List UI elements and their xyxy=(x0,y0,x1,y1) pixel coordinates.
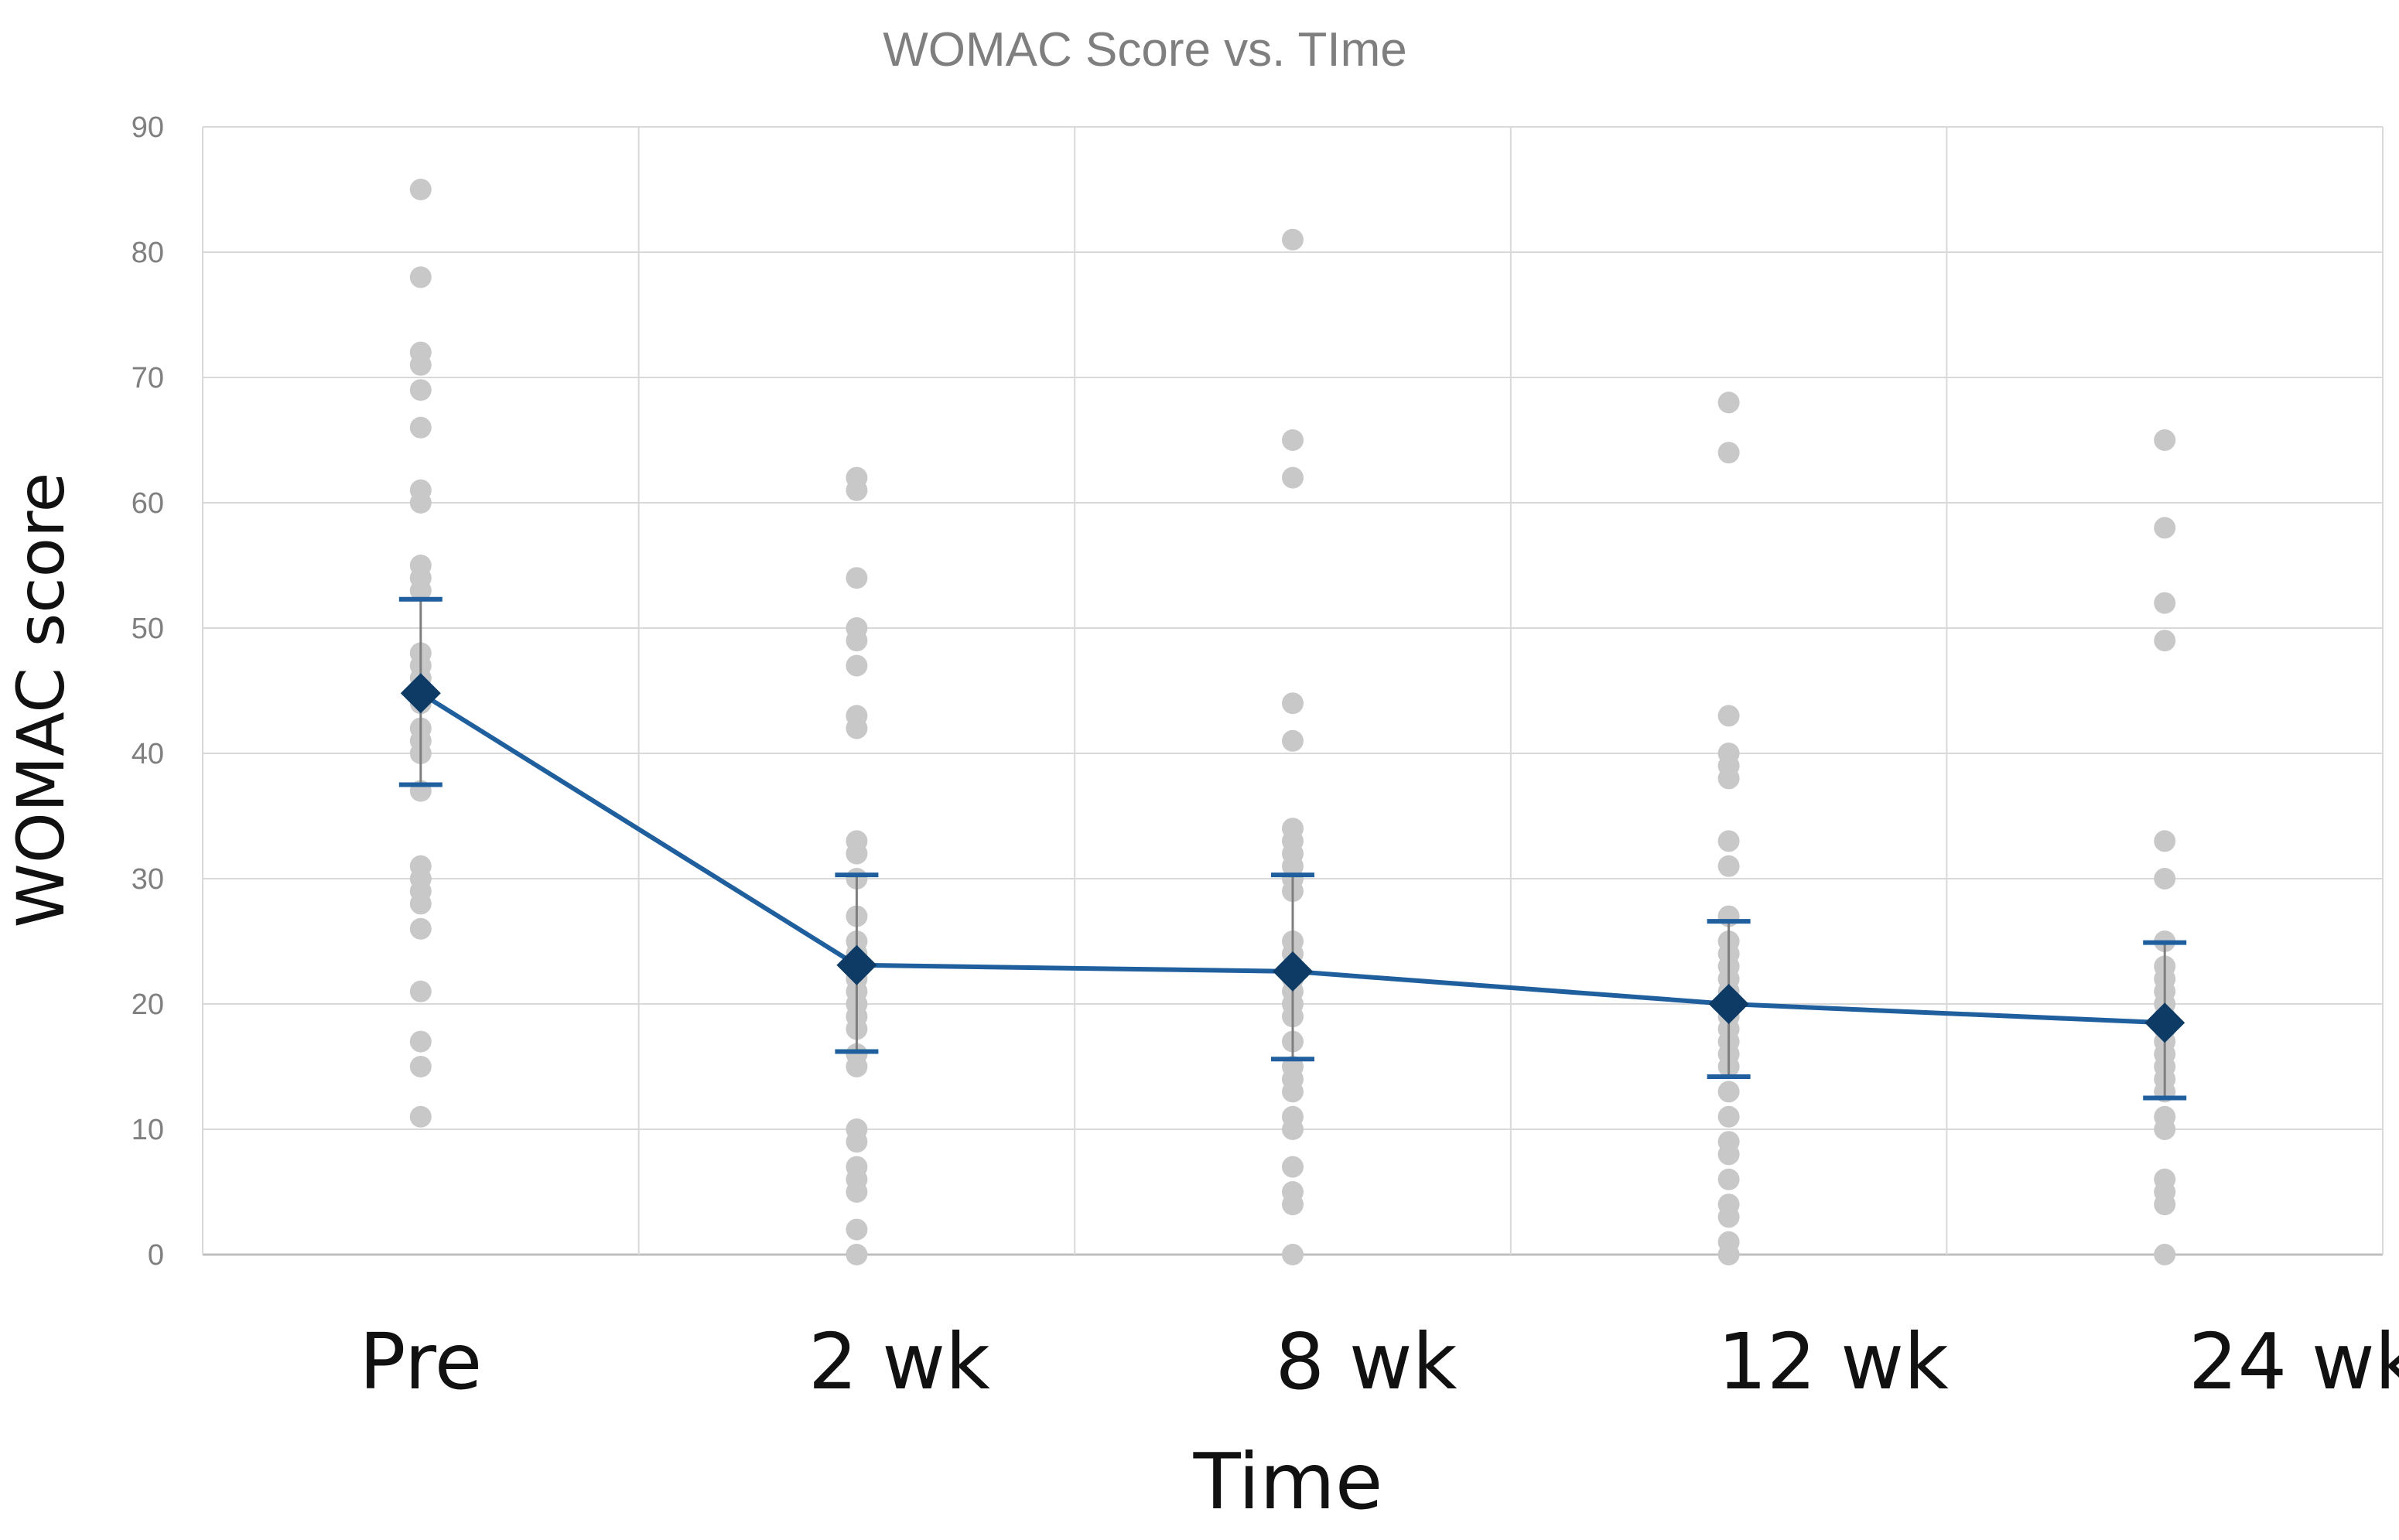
data-point xyxy=(2154,868,2176,890)
y-tick-label: 80 xyxy=(132,237,164,269)
data-point xyxy=(409,266,432,289)
data-point xyxy=(1717,1081,1740,1103)
y-tick-label: 90 xyxy=(132,111,164,144)
mean-marker xyxy=(2144,1002,2185,1043)
data-point xyxy=(2154,1193,2176,1216)
data-point xyxy=(409,416,432,439)
x-tick-label: 12 wk xyxy=(1717,1316,1949,1407)
y-tick-label: 70 xyxy=(132,362,164,394)
y-tick-label: 10 xyxy=(132,1114,164,1146)
data-point xyxy=(2154,517,2176,539)
x-tick-label: 2 wk xyxy=(808,1316,990,1407)
data-point xyxy=(846,842,868,865)
y-tick-label: 20 xyxy=(132,989,164,1021)
data-point xyxy=(409,353,432,376)
x-tick-label: Pre xyxy=(359,1316,482,1407)
data-point xyxy=(1717,1143,1740,1166)
data-point xyxy=(846,654,868,677)
data-point xyxy=(846,717,868,739)
mean-markers xyxy=(400,673,2185,1043)
data-point xyxy=(1282,228,1304,251)
data-point xyxy=(846,1218,868,1241)
data-point xyxy=(1717,391,1740,414)
data-point xyxy=(409,379,432,401)
data-point xyxy=(409,179,432,200)
data-point xyxy=(1717,767,1740,790)
data-point xyxy=(1282,429,1304,451)
data-point xyxy=(409,1056,432,1077)
data-point xyxy=(409,1030,432,1053)
data-point xyxy=(1717,855,1740,877)
mean-marker xyxy=(400,673,441,714)
data-point xyxy=(846,567,868,589)
data-point xyxy=(846,479,868,501)
data-point xyxy=(409,579,432,602)
scatter-points xyxy=(409,179,2176,1265)
data-point xyxy=(1282,1193,1304,1216)
y-tick-labels: 0 10 20 30 40 50 60 70 80 90 xyxy=(132,111,164,1272)
data-point xyxy=(846,1056,868,1077)
data-point xyxy=(1717,705,1740,727)
data-point xyxy=(1282,692,1304,715)
data-point xyxy=(409,917,432,940)
chart-title: WOMAC Score vs. TIme xyxy=(883,23,1407,77)
y-tick-label: 40 xyxy=(132,738,164,770)
data-point xyxy=(846,1131,868,1153)
x-tick-labels: Pre 2 wk 8 wk 12 wk 24 wk xyxy=(359,1316,2399,1407)
mean-marker xyxy=(1273,951,1313,992)
data-point xyxy=(1717,1244,1740,1265)
data-point xyxy=(2154,592,2176,614)
data-point xyxy=(2154,1118,2176,1140)
data-point xyxy=(1282,729,1304,752)
data-point xyxy=(1282,1244,1304,1265)
mean-marker xyxy=(836,944,877,985)
y-axis-label: WOMAC score xyxy=(3,473,79,928)
data-point xyxy=(1282,466,1304,489)
mean-marker xyxy=(1708,984,1749,1024)
y-tick-label: 60 xyxy=(132,487,164,520)
data-point xyxy=(1717,1105,1740,1128)
x-tick-label: 8 wk xyxy=(1275,1316,1457,1407)
data-point xyxy=(409,893,432,915)
data-point xyxy=(409,980,432,1002)
data-point xyxy=(2154,630,2176,652)
data-point xyxy=(2154,1244,2176,1265)
data-point xyxy=(1717,442,1740,464)
data-point xyxy=(1717,1168,1740,1190)
data-point xyxy=(846,630,868,652)
data-point xyxy=(2154,429,2176,451)
data-point xyxy=(1717,830,1740,852)
data-point xyxy=(846,1244,868,1265)
data-point xyxy=(409,492,432,514)
data-point xyxy=(1282,1081,1304,1103)
data-point xyxy=(1282,1156,1304,1178)
data-point xyxy=(1282,1118,1304,1140)
grid-layer xyxy=(202,126,2384,1256)
y-tick-label: 30 xyxy=(132,863,164,896)
y-tick-label: 0 xyxy=(148,1239,164,1272)
x-tick-label: 24 wk xyxy=(2189,1316,2399,1407)
data-point xyxy=(409,1105,432,1128)
data-point xyxy=(2154,830,2176,852)
y-tick-label: 50 xyxy=(132,613,164,645)
data-point xyxy=(846,1181,868,1203)
x-axis-label: Time xyxy=(1193,1436,1383,1527)
data-point xyxy=(1717,1206,1740,1228)
